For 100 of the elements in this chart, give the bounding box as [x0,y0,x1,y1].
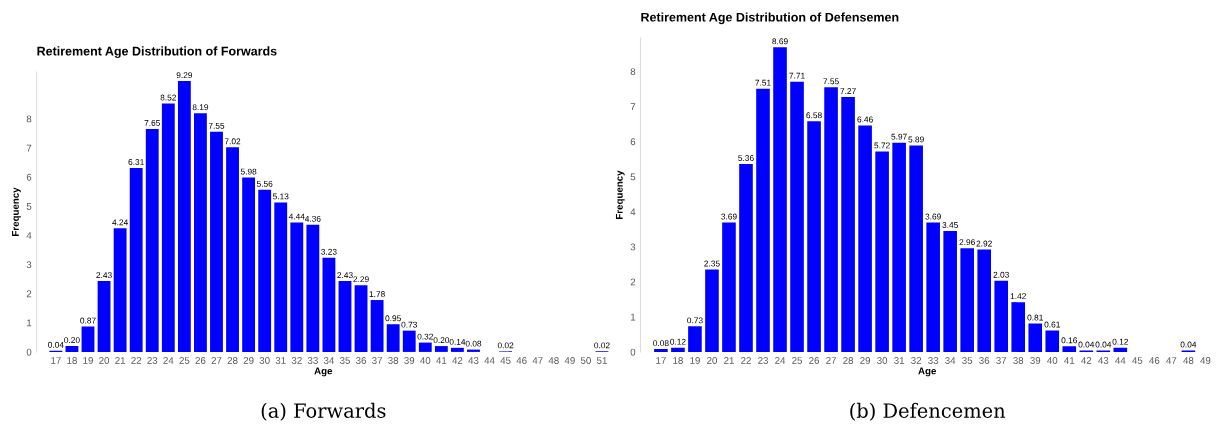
bar [994,280,1009,352]
data-label: 0.08 [653,340,669,347]
data-label: 4.44 [288,213,305,220]
data-label: 0.12 [1112,338,1129,345]
x-tick-label: 35 [962,357,973,364]
x-axis-title: Age [918,367,937,377]
data-label: 6.46 [857,116,873,123]
x-tick-label: 44 [484,357,495,364]
x-tick-label: 46 [1149,357,1160,364]
x-tick-label: 20 [99,357,110,364]
y-tick-label: 8 [26,115,32,123]
x-tick-label: 41 [1064,357,1075,364]
x-tick-label: 38 [1013,357,1024,364]
x-tick-label: 33 [928,357,939,364]
bar [943,230,957,352]
data-label: 0.02 [497,342,514,349]
x-tick-label: 17 [656,357,666,364]
x-tick-label: 29 [243,357,254,364]
y-tick-label: 7 [630,103,636,111]
text: (a) Forwards [261,402,386,421]
x-tick-label: 25 [179,357,190,364]
data-label: 7.51 [755,79,771,86]
x-tick-label: 45 [500,357,511,364]
x-tick-label: 33 [307,357,318,364]
bar [1062,346,1077,352]
data-label: 9.29 [176,72,193,79]
x-tick-label: 20 [707,357,717,364]
data-label: 1.42 [1010,293,1026,300]
x-tick-label: 40 [420,357,431,364]
data-label: 0.73 [687,317,703,324]
x-tick-label: 49 [564,357,575,364]
x-tick-label: 49 [1200,357,1211,364]
x-tick-label: 23 [758,357,768,364]
data-label: 3.23 [321,248,337,255]
y-tick-label: 1 [27,319,32,327]
bar [1011,302,1026,352]
data-label: 7.65 [144,119,160,126]
y-axis-title: Frequency [12,187,21,236]
data-label: 2.03 [993,271,1009,278]
x-tick-label: 36 [356,357,367,364]
bar [773,47,787,352]
data-label: 5.13 [272,193,289,200]
data-label: 2.29 [353,276,369,283]
x-tick-label: 27 [826,357,836,364]
x-tick-label: 45 [1132,357,1143,364]
y-tick-label: 6 [26,173,32,181]
y-tick-label: 8 [630,68,636,76]
data-label: 0.20 [64,337,80,344]
x-tick-label: 47 [1166,357,1177,364]
text: (b) Defencemen [850,402,1006,421]
data-label: 3.69 [721,213,737,220]
bar [824,87,838,352]
data-label: 7.02 [224,138,241,145]
bar [909,145,923,352]
x-tick-label: 47 [532,357,543,364]
data-label: 8.69 [772,38,788,45]
bar [290,222,304,352]
x-tick-label: 32 [911,357,922,364]
x-tick-label: 18 [673,357,683,364]
y-tick-label: 5 [630,173,636,181]
data-label: 8.52 [160,94,176,101]
data-label: 0.87 [80,317,96,324]
data-label: 2.96 [959,239,975,246]
x-tick-label: 24 [775,357,786,364]
bar [226,147,239,352]
data-label: 0.16 [1061,337,1078,344]
bar [65,346,79,352]
bar [129,167,143,352]
x-tick-label: 34 [945,357,956,364]
bar [386,324,400,352]
data-label: 7.55 [823,78,839,85]
y-tick-label: 4 [630,208,636,216]
y-tick-label: 6 [630,138,636,146]
data-label: 5.89 [908,136,924,143]
data-label: 7.27 [840,88,856,94]
x-tick-label: 26 [195,357,206,364]
x-tick-label: 30 [877,357,888,364]
bar [434,346,448,352]
bar [354,285,368,352]
x-tick-label: 42 [452,357,463,364]
bar [194,113,207,352]
data-label: 2.92 [976,240,992,247]
x-tick-label: 24 [163,357,174,364]
x-tick-label: 44 [1115,357,1126,364]
x-tick-label: 43 [468,357,479,364]
data-label: 0.04 [48,341,64,348]
bar [807,121,821,352]
bar [210,131,223,352]
data-label: 6.58 [806,112,822,119]
bar [370,300,384,352]
bar [705,269,719,352]
bar [960,248,974,352]
bar [858,125,872,352]
x-tick-label: 28 [227,357,238,364]
x-tick-label: 30 [259,357,270,364]
bar [977,249,992,352]
data-label: 5.56 [256,180,273,187]
x-tick-label: 37 [372,357,383,364]
y-tick-label: 7 [26,144,32,152]
bar [1028,323,1043,352]
